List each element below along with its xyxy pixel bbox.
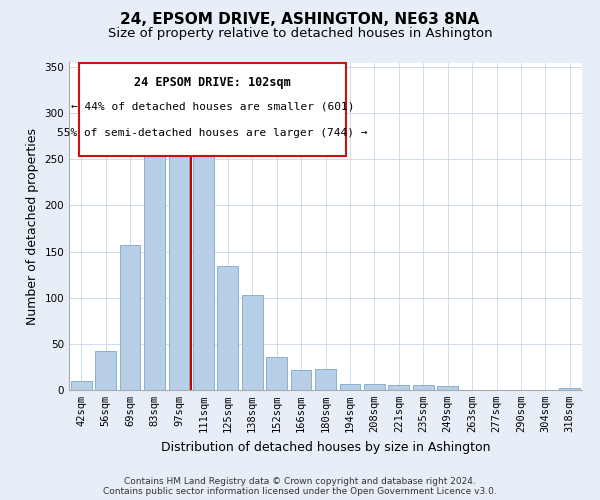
Text: 24 EPSOM DRIVE: 102sqm: 24 EPSOM DRIVE: 102sqm <box>134 76 291 88</box>
Bar <box>340 384 361 390</box>
Bar <box>290 370 311 390</box>
X-axis label: Distribution of detached houses by size in Ashington: Distribution of detached houses by size … <box>161 440 490 454</box>
Text: 55% of semi-detached houses are larger (744) →: 55% of semi-detached houses are larger (… <box>58 128 368 138</box>
Text: Size of property relative to detached houses in Ashington: Size of property relative to detached ho… <box>107 28 493 40</box>
Bar <box>217 266 238 390</box>
Bar <box>119 245 140 390</box>
FancyBboxPatch shape <box>79 62 346 156</box>
Text: 24, EPSOM DRIVE, ASHINGTON, NE63 8NA: 24, EPSOM DRIVE, ASHINGTON, NE63 8NA <box>121 12 479 28</box>
Bar <box>388 386 409 390</box>
Bar <box>315 369 336 390</box>
Bar <box>364 384 385 390</box>
Bar <box>242 295 263 390</box>
Bar <box>437 386 458 390</box>
Bar <box>193 153 214 390</box>
Text: Contains HM Land Registry data © Crown copyright and database right 2024.: Contains HM Land Registry data © Crown c… <box>124 477 476 486</box>
Text: ← 44% of detached houses are smaller (601): ← 44% of detached houses are smaller (60… <box>71 102 355 112</box>
Bar <box>144 132 165 390</box>
Bar <box>559 388 580 390</box>
Text: Contains public sector information licensed under the Open Government Licence v3: Contains public sector information licen… <box>103 487 497 496</box>
Bar <box>266 357 287 390</box>
Bar <box>169 131 190 390</box>
Bar <box>71 381 92 390</box>
Y-axis label: Number of detached properties: Number of detached properties <box>26 128 39 325</box>
Bar <box>413 386 434 390</box>
Bar <box>95 352 116 390</box>
